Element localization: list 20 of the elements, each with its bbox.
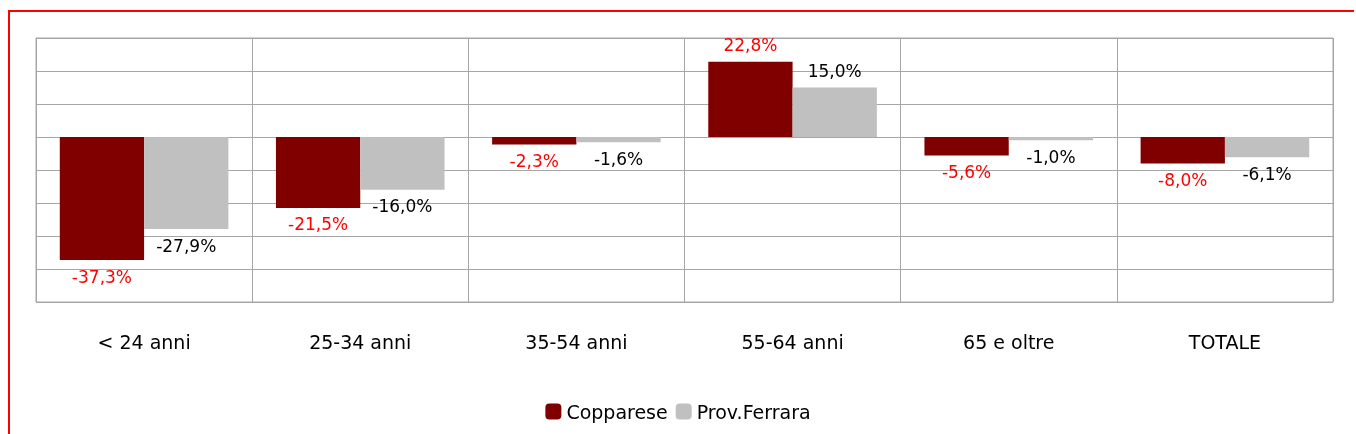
data-label: -2,3% (509, 151, 559, 172)
data-label: -16,0% (372, 196, 433, 217)
data-label: -5,6% (941, 161, 992, 182)
data-label: -1,0% (1026, 146, 1076, 167)
data-label: 15,0% (807, 61, 862, 81)
data-label: -37,3% (71, 266, 132, 287)
data-label: -8,0% (1158, 169, 1208, 190)
x-tick-label: < 24 anni (97, 330, 191, 353)
data-label: -21,5% (288, 214, 349, 235)
x-tick-label: 25-34 anni (309, 330, 412, 353)
x-tick-label: TOTALE (1187, 330, 1262, 353)
legend-label: Prov.Ferrara (696, 400, 811, 423)
data-label: -27,9% (156, 235, 217, 256)
x-tick-label: 35-54 anni (525, 330, 628, 353)
data-label: -6,1% (1242, 163, 1292, 184)
x-tick-label: 65 e oltre (963, 330, 1055, 353)
legend-label: Copparese (566, 400, 668, 423)
data-label: -1,6% (593, 148, 644, 169)
x-tick-label: 55-64 anni (741, 330, 844, 353)
data-label: 22,8% (723, 35, 778, 56)
